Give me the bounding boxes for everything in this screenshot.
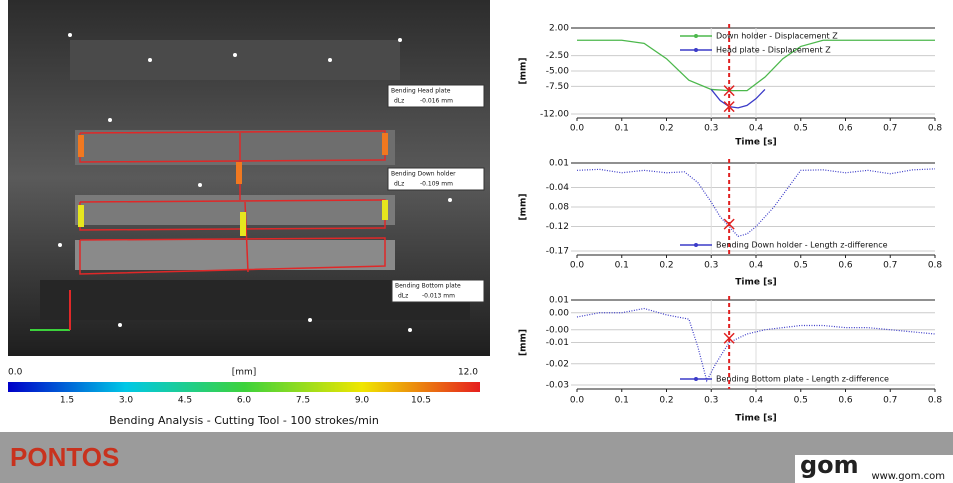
x-tick-label: 0.4 xyxy=(749,124,764,134)
legend-marker xyxy=(694,34,698,38)
colorbar-tick-label: 9.0 xyxy=(355,396,370,406)
y-tick-label: 2.00 xyxy=(549,24,569,34)
logo-box xyxy=(795,455,953,483)
x-tick-label: 0.5 xyxy=(794,396,808,406)
x-tick-label: 0.2 xyxy=(659,396,673,406)
x-tick-label: 0.1 xyxy=(615,124,629,134)
x-tick-label: 0.0 xyxy=(570,124,585,134)
x-tick-label: 0.8 xyxy=(928,261,943,271)
label-box xyxy=(391,279,485,303)
x-tick-label: 0.0 xyxy=(570,261,585,271)
x-tick-label: 0.7 xyxy=(883,124,897,134)
colorbar-unit: [mm] xyxy=(232,368,257,378)
cursor-marker xyxy=(723,101,735,113)
x-tick-label: 0.0 xyxy=(570,396,585,406)
image-labels: Bending Head plate dLz -0.016 mm Bending… xyxy=(387,84,485,303)
colorbar-tick-label: 10.5 xyxy=(411,396,431,406)
label-name: dLz xyxy=(394,98,404,105)
legend-marker xyxy=(694,48,698,52)
legend-marker xyxy=(694,377,698,381)
label-value: -0.013 mm xyxy=(422,293,455,300)
logo: gom xyxy=(800,451,859,479)
x-tick-label: 0.3 xyxy=(704,396,718,406)
x-tick-label: 0.6 xyxy=(838,124,853,134)
colorbar-min: 0.0 xyxy=(8,368,23,378)
x-axis-title: Time [s] xyxy=(735,278,776,288)
x-tick-label: 0.6 xyxy=(838,261,853,271)
x-tick-label: 0.6 xyxy=(838,396,853,406)
data-line xyxy=(710,88,766,109)
data-line xyxy=(576,307,936,383)
y-tick-label: -0.03 xyxy=(546,381,569,391)
y-tick-label: 0.01 xyxy=(549,296,569,306)
x-tick-label: 0.7 xyxy=(883,261,897,271)
y-tick-label: -12.00 xyxy=(540,110,569,120)
x-tick-label: 0.3 xyxy=(704,124,718,134)
charts: 2.00-2.50-5.00-7.50-12.000.0 0.1 0.2 0.3 0.4… xyxy=(519,24,943,424)
label-box xyxy=(387,167,485,191)
colorbar xyxy=(8,382,480,392)
y-tick-label: -7.50 xyxy=(546,82,570,92)
colorbar-max: 12.0 xyxy=(458,368,478,378)
label-box xyxy=(387,84,485,108)
label-title: Bending Head plate xyxy=(391,88,451,95)
data-line xyxy=(577,39,935,92)
cursor-marker xyxy=(723,332,735,344)
x-tick-label: 0.2 xyxy=(659,124,673,134)
colorbar-tick-label: 4.5 xyxy=(178,396,192,406)
colorbar-tick-label: 3.0 xyxy=(119,396,134,406)
legend-marker xyxy=(694,243,698,247)
y-tick-label: -2.50 xyxy=(546,51,570,61)
y-tick-label: -0.17 xyxy=(546,247,569,257)
legend-label: Bending Bottom plate - Length z-differen… xyxy=(716,375,889,384)
x-axis-title: Time [s] xyxy=(735,414,776,424)
y-tick-label: 0.08 xyxy=(549,203,569,213)
x-tick-label: 0.1 xyxy=(615,261,629,271)
label-value: -0.109 mm xyxy=(420,181,453,188)
y-tick-label: -5.00 xyxy=(546,67,570,77)
y-tick-label: -0.04 xyxy=(546,183,570,193)
label-title: Bending Down holder xyxy=(391,171,456,178)
label-name: dLz xyxy=(398,293,408,300)
label-value: -0.016 mm xyxy=(420,98,453,105)
colorbar-tick-label: 6.0 xyxy=(237,396,252,406)
x-axis-title: Time [s] xyxy=(735,138,776,148)
x-tick-label: 0.4 xyxy=(749,261,764,271)
cursor-marker xyxy=(723,218,735,230)
x-tick-label: 0.8 xyxy=(928,396,943,406)
x-tick-label: 0.7 xyxy=(883,396,897,406)
x-tick-label: 0.2 xyxy=(659,261,673,271)
caption: Bending Analysis - Cutting Tool - 100 st… xyxy=(109,414,379,427)
y-tick-label: -0.00 xyxy=(546,325,570,335)
footer-bar xyxy=(0,432,953,483)
legend-label: Down holder - Displacement Z xyxy=(716,32,838,41)
colorbar-tick-label: 1.5 xyxy=(60,396,74,406)
y-tick-label: 0.00 xyxy=(549,308,569,318)
product-name: PONTOS xyxy=(10,442,119,472)
y-tick-label: -0.01 xyxy=(546,338,569,348)
colorbar-tick-label: 7.5 xyxy=(296,396,310,406)
url: www.gom.com xyxy=(871,471,945,482)
y-tick-label: -0.02 xyxy=(546,359,569,369)
legend-label: Bending Down holder - Length z-differenc… xyxy=(716,241,888,250)
y-tick-label: 0.01 xyxy=(549,159,569,169)
x-tick-label: 0.3 xyxy=(704,261,718,271)
x-tick-label: 0.5 xyxy=(794,261,808,271)
cursor-marker xyxy=(723,85,735,97)
x-tick-label: 0.5 xyxy=(794,124,808,134)
label-name: dLz xyxy=(394,181,404,188)
label-title: Bending Bottom plate xyxy=(395,283,461,290)
colorbar-ticks: 1.5 3.0 4.5 6.0 7.5 9.0 10.5 xyxy=(60,396,431,406)
y-axis-title: [mm] xyxy=(519,329,529,356)
y-axis-title: [mm] xyxy=(519,58,529,85)
legend-label: Head plate - Displacement Z xyxy=(716,46,831,55)
x-tick-label: 0.4 xyxy=(749,396,764,406)
x-tick-label: 0.1 xyxy=(615,396,629,406)
y-tick-label: -0.12 xyxy=(546,222,569,232)
y-axis-title: [mm] xyxy=(519,194,529,221)
x-tick-label: 0.8 xyxy=(928,124,943,134)
